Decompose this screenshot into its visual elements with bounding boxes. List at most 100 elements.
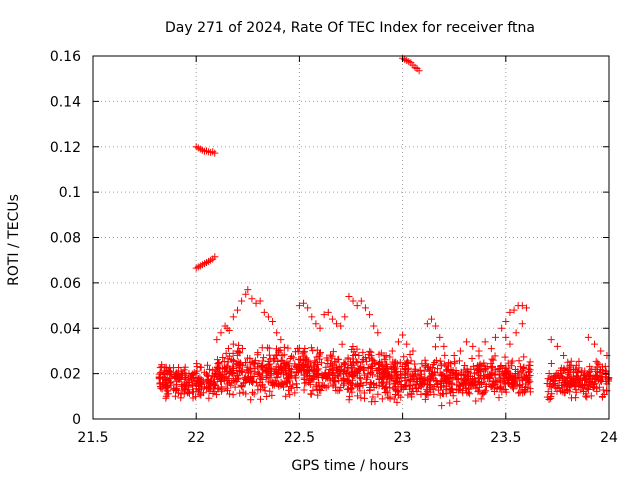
data-point bbox=[553, 387, 561, 395]
data-point bbox=[387, 375, 395, 383]
data-point bbox=[204, 375, 212, 383]
data-point bbox=[502, 333, 510, 341]
data-point bbox=[574, 368, 582, 376]
data-point bbox=[390, 369, 398, 377]
data-point bbox=[471, 370, 479, 378]
data-point bbox=[594, 359, 602, 367]
data-point bbox=[224, 380, 232, 388]
data-point bbox=[193, 360, 201, 368]
data-point bbox=[395, 391, 403, 399]
data-point bbox=[349, 352, 357, 360]
data-point bbox=[176, 375, 184, 383]
data-point bbox=[163, 383, 171, 391]
data-point bbox=[236, 389, 244, 397]
data-point bbox=[495, 394, 503, 402]
data-point bbox=[213, 336, 221, 344]
data-point bbox=[207, 385, 215, 393]
data-point bbox=[366, 387, 374, 395]
data-point bbox=[512, 370, 520, 378]
data-point bbox=[446, 385, 454, 393]
data-point bbox=[519, 389, 527, 397]
data-point bbox=[401, 377, 409, 385]
data-point bbox=[228, 356, 236, 364]
x-tick-label: 21.5 bbox=[77, 430, 108, 446]
data-point bbox=[227, 369, 235, 377]
data-point bbox=[361, 304, 369, 312]
data-point bbox=[374, 329, 382, 337]
data-point bbox=[200, 368, 208, 376]
data-point bbox=[357, 297, 365, 305]
data-point bbox=[318, 383, 326, 391]
data-point bbox=[372, 381, 380, 389]
data-point bbox=[329, 348, 337, 356]
data-point bbox=[591, 340, 599, 348]
data-point bbox=[414, 378, 422, 386]
data-point bbox=[583, 393, 591, 401]
data-point bbox=[210, 379, 218, 387]
data-point bbox=[393, 386, 401, 394]
data-point bbox=[441, 376, 449, 384]
data-point bbox=[518, 375, 526, 383]
data-point bbox=[346, 358, 354, 366]
data-point bbox=[325, 369, 333, 377]
data-point bbox=[356, 374, 364, 382]
data-point bbox=[191, 378, 199, 386]
data-point bbox=[300, 386, 308, 394]
data-point bbox=[252, 299, 260, 307]
data-point bbox=[354, 359, 362, 367]
data-point bbox=[333, 320, 341, 328]
data-point bbox=[347, 371, 355, 379]
data-point bbox=[381, 356, 389, 364]
data-point bbox=[257, 362, 265, 370]
data-point bbox=[481, 338, 489, 346]
data-point bbox=[411, 360, 419, 368]
data-point bbox=[588, 374, 596, 382]
data-point bbox=[375, 358, 383, 366]
data-point bbox=[508, 379, 516, 387]
data-point bbox=[227, 381, 235, 389]
data-point bbox=[223, 368, 231, 376]
data-point bbox=[497, 362, 505, 370]
data-point bbox=[387, 363, 395, 371]
data-point bbox=[237, 367, 245, 375]
data-point bbox=[522, 374, 530, 382]
data-point bbox=[421, 389, 429, 397]
data-point bbox=[326, 351, 334, 359]
data-point bbox=[469, 362, 477, 370]
data-point bbox=[280, 343, 288, 351]
data-point bbox=[382, 360, 390, 368]
data-point bbox=[398, 384, 406, 392]
data-point bbox=[214, 384, 222, 392]
data-point bbox=[175, 363, 183, 371]
data-point bbox=[489, 356, 497, 364]
data-point bbox=[229, 340, 237, 348]
data-point bbox=[354, 368, 362, 376]
data-point bbox=[211, 388, 219, 396]
y-tick-label: 0.1 bbox=[59, 185, 81, 201]
data-point bbox=[365, 354, 373, 362]
data-point bbox=[257, 395, 265, 403]
data-point bbox=[270, 380, 278, 388]
data-point bbox=[244, 286, 252, 294]
data-point bbox=[237, 381, 245, 389]
data-point bbox=[233, 306, 241, 314]
data-point bbox=[401, 383, 409, 391]
data-point bbox=[183, 378, 191, 386]
data-point bbox=[248, 388, 256, 396]
data-point bbox=[341, 360, 349, 368]
data-point bbox=[197, 391, 205, 399]
data-point bbox=[194, 375, 202, 383]
data-point bbox=[233, 367, 241, 375]
data-point bbox=[570, 366, 578, 374]
data-point bbox=[475, 347, 483, 355]
data-point bbox=[192, 379, 200, 387]
data-point bbox=[407, 390, 415, 398]
data-point bbox=[328, 315, 336, 323]
data-point bbox=[446, 371, 454, 379]
data-point bbox=[266, 374, 274, 382]
data-point bbox=[307, 390, 315, 398]
data-point bbox=[378, 395, 386, 403]
data-point bbox=[526, 385, 534, 393]
data-point bbox=[286, 391, 294, 399]
data-point bbox=[360, 363, 368, 371]
